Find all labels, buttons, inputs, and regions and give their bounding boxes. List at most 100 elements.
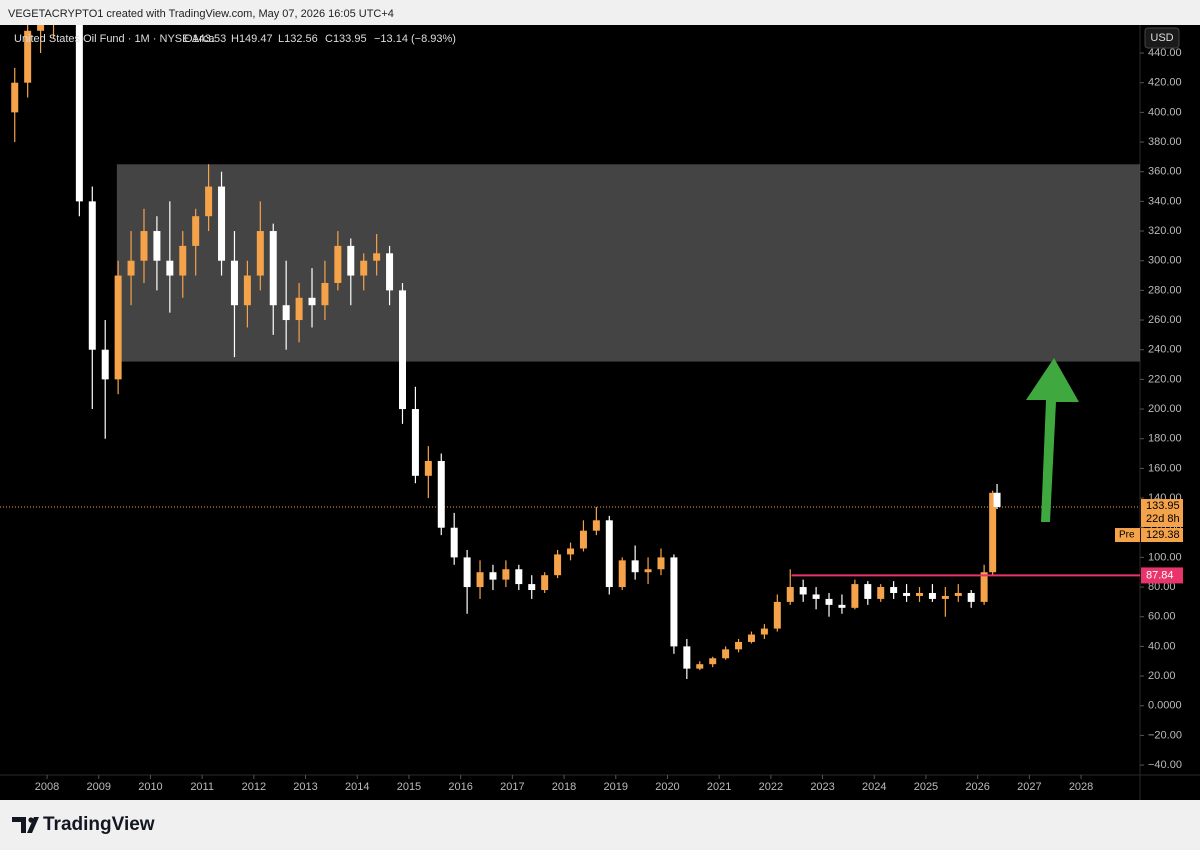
candle-body	[825, 598, 833, 605]
x-tick-label: 2022	[759, 781, 783, 793]
candle-body	[644, 569, 652, 573]
footer-bar	[0, 800, 1200, 850]
candle-body	[127, 260, 135, 276]
x-tick-label: 2018	[552, 781, 576, 793]
price-zone	[116, 164, 1140, 362]
legend-name: United States Oil Fund · 1M · NYSE Arca	[14, 33, 215, 45]
y-tick-label: 400.00	[1148, 106, 1182, 118]
candle-body	[605, 520, 613, 588]
candle-body	[179, 245, 187, 276]
candle-body	[75, 25, 83, 202]
x-tick-label: 2014	[345, 781, 369, 793]
candle-body	[450, 527, 458, 558]
currency-label[interactable]: USD	[1150, 32, 1173, 44]
candle-body	[256, 231, 264, 276]
candle-body	[567, 548, 575, 555]
y-tick-label: −20.00	[1148, 729, 1182, 741]
candle-body	[24, 30, 32, 83]
currency-button[interactable]	[1144, 27, 1180, 49]
legend-ohlc: L132.56	[278, 33, 318, 45]
candle-body	[269, 231, 277, 306]
candle-body	[11, 82, 19, 113]
x-tick-label: 2023	[810, 781, 834, 793]
candle-body	[773, 601, 781, 629]
x-tick-label: 2011	[190, 781, 214, 793]
x-tick-label: 2027	[1017, 781, 1041, 793]
premarket-tag-box	[1115, 528, 1140, 543]
y-tick-label: 240.00	[1148, 344, 1182, 356]
candle-body	[592, 520, 600, 531]
y-tick-label: 360.00	[1148, 166, 1182, 178]
level-tag	[1141, 567, 1183, 584]
legend-ohlc: C133.95	[325, 33, 367, 45]
candle-body	[230, 260, 238, 306]
y-tick-label: 260.00	[1148, 314, 1182, 326]
candle-body	[515, 569, 523, 585]
candle-body	[88, 201, 96, 350]
x-tick-label: 2013	[293, 781, 317, 793]
candle-body	[463, 557, 471, 588]
candle-body	[967, 592, 975, 602]
candle-body	[282, 305, 290, 321]
candle-body	[838, 604, 846, 608]
legend-ohlc: H149.47	[231, 33, 273, 45]
candle-body	[140, 231, 148, 261]
y-tick-label: 220.00	[1148, 373, 1182, 385]
candle-body	[915, 592, 923, 596]
candle-body	[334, 245, 342, 283]
x-tick-label: 2019	[604, 781, 628, 793]
candle-body	[864, 584, 872, 599]
candle-body	[424, 460, 432, 476]
header-text: VEGETACRYPTO1 created with TradingView.c…	[8, 8, 394, 20]
y-tick-label: 380.00	[1148, 136, 1182, 148]
candle-body	[243, 275, 251, 306]
candle-body	[993, 492, 1001, 508]
premarket-price-label: 129.38	[1146, 529, 1180, 541]
candle-body	[928, 592, 936, 599]
candle-body	[670, 557, 678, 647]
y-tick-label: 80.00	[1148, 581, 1176, 593]
candle-body	[747, 634, 755, 642]
candle-body	[205, 186, 213, 217]
candle-body	[696, 664, 704, 669]
legend-values: O143.53 H149.47 L132.56 C133.95 −13.14 (−8.9…	[184, 33, 456, 45]
candle-body	[941, 595, 949, 599]
candle-body	[657, 557, 665, 570]
candle-body	[502, 569, 510, 580]
header-bar	[0, 0, 1200, 25]
candle-body	[799, 587, 807, 595]
candle-body	[373, 253, 381, 261]
candle-body	[980, 572, 988, 602]
candle-body	[308, 297, 316, 306]
y-tick-label: −40.00	[1148, 759, 1182, 771]
candle-body	[101, 349, 109, 380]
candle-body	[877, 587, 885, 599]
candle-body	[683, 646, 691, 669]
level-tag-label: 87.84	[1146, 569, 1174, 581]
y-tick-label: 340.00	[1148, 195, 1182, 207]
candle-body	[541, 575, 549, 591]
candle-body	[722, 649, 730, 659]
x-tick-label: 2009	[87, 781, 111, 793]
legend-change: −13.14 (−8.93%)	[374, 33, 456, 45]
candle-body	[347, 245, 355, 276]
legend-ohlc: O143.53	[184, 33, 226, 45]
up-arrow	[1026, 358, 1079, 522]
candle-body	[166, 260, 174, 276]
candle-body	[890, 587, 898, 593]
candle-body	[386, 253, 394, 291]
y-tick-label: 440.00	[1148, 47, 1182, 59]
candle-body	[476, 572, 484, 588]
candle-body	[37, 25, 45, 31]
y-tick-label: 420.00	[1148, 77, 1182, 89]
candle-body	[989, 492, 997, 573]
y-tick-label: 60.00	[1148, 611, 1176, 623]
y-tick-label: 320.00	[1148, 225, 1182, 237]
x-tick-label: 2021	[707, 781, 731, 793]
candle-body	[760, 628, 768, 635]
logo-dot	[28, 817, 34, 823]
countdown-label: 22d 8h	[1146, 513, 1180, 525]
last-price-tag	[1141, 499, 1183, 528]
last-price-label: 133.95	[1146, 500, 1180, 512]
